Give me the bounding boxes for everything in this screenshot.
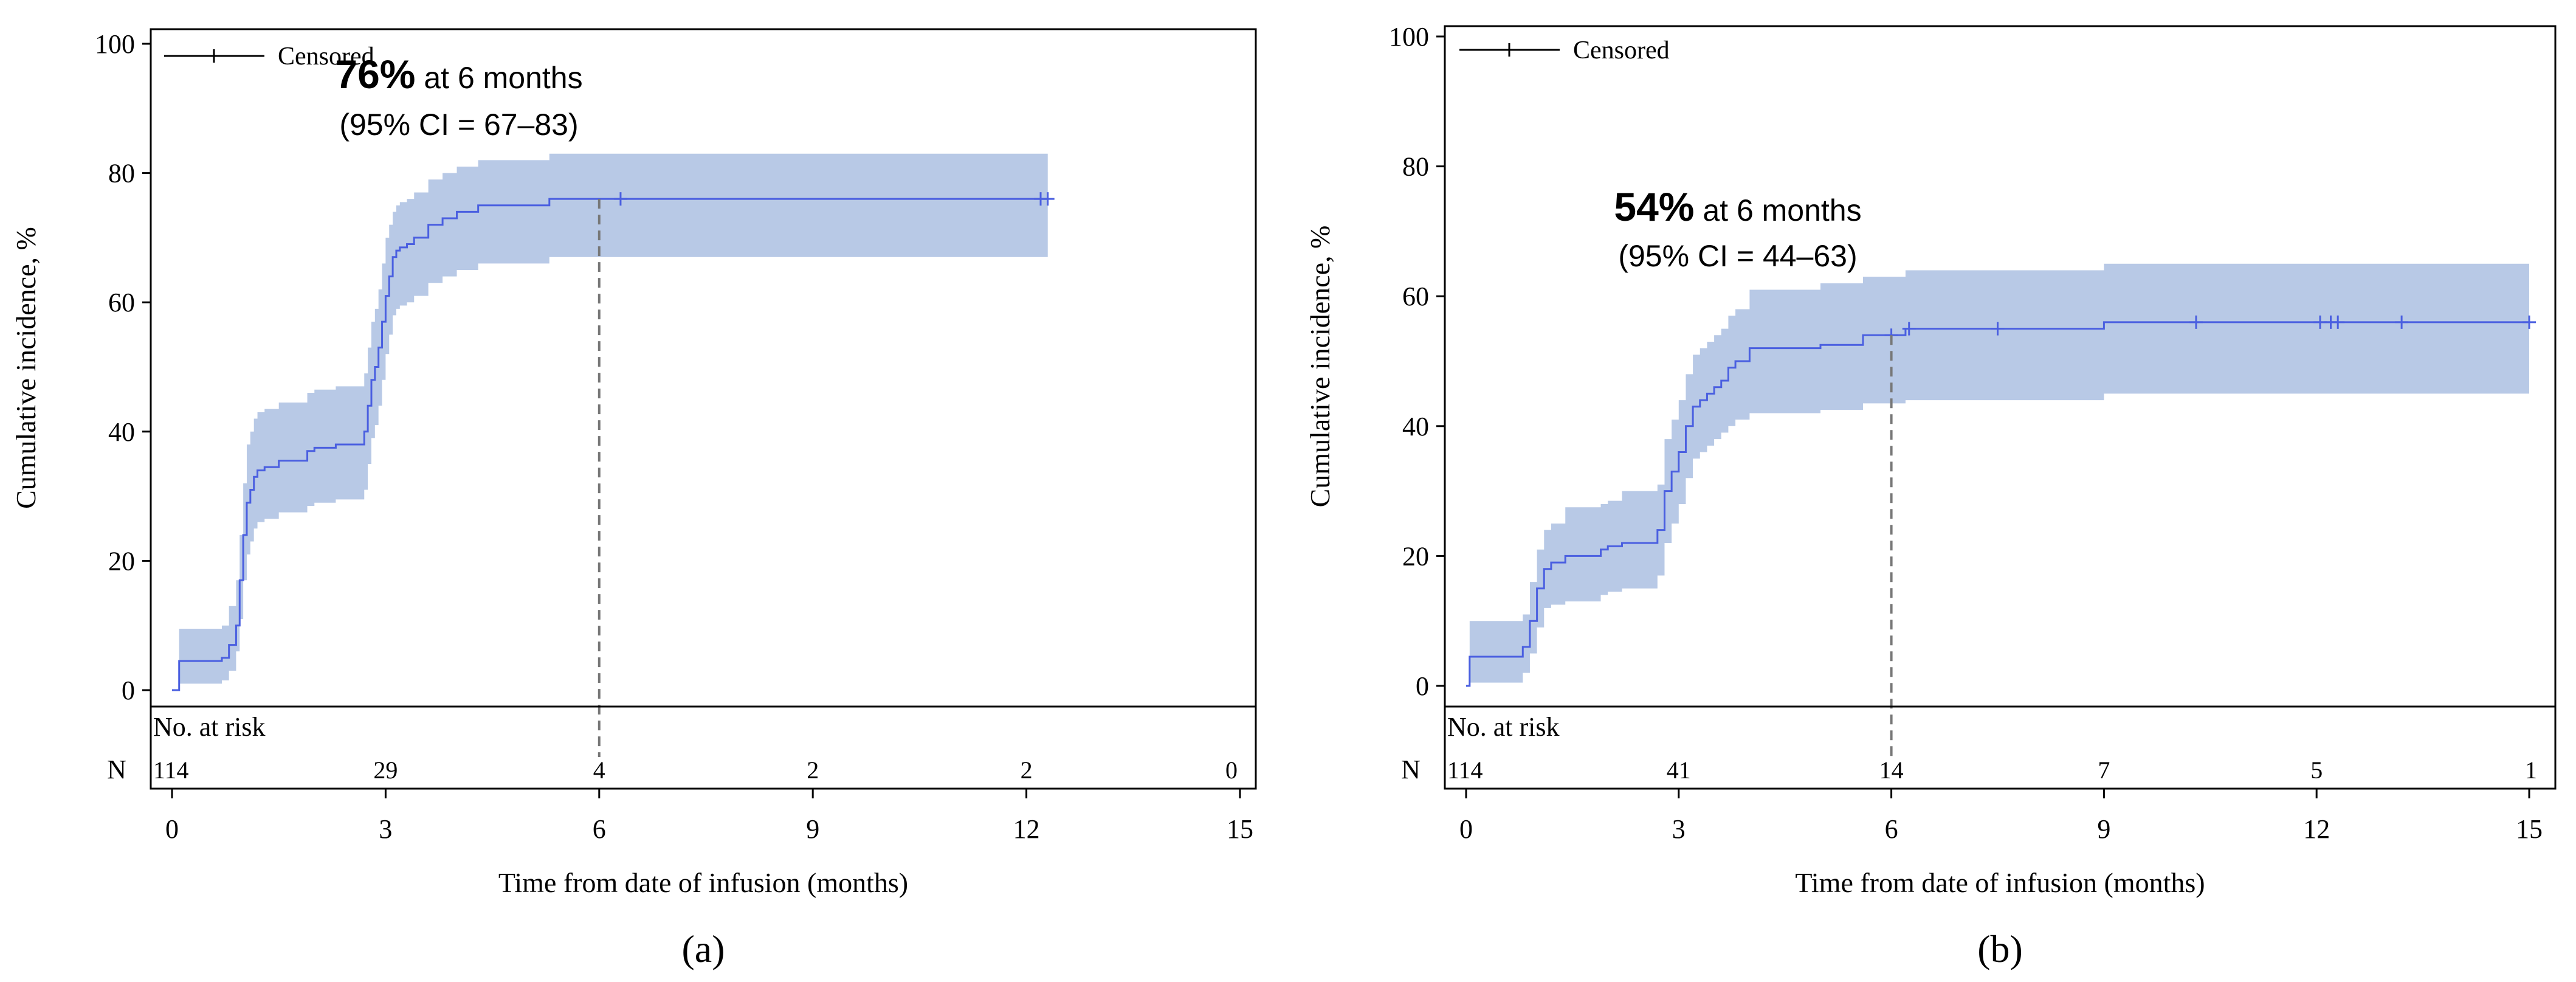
x-tick-label: 3 xyxy=(1672,814,1686,844)
x-tick-label: 15 xyxy=(1227,814,1253,844)
risk-count: 2 xyxy=(1021,756,1033,784)
risk-count: 29 xyxy=(373,756,398,784)
annotation-ci: (95% CI = 67–83) xyxy=(339,108,578,142)
risk-count: 14 xyxy=(1879,756,1904,784)
y-tick-label: 20 xyxy=(1402,541,1429,571)
annotation-value: 76% xyxy=(335,52,415,97)
legend-label: Censored xyxy=(1573,36,1670,64)
y-tick-label: 100 xyxy=(1389,22,1429,52)
y-tick-label: 20 xyxy=(108,546,135,576)
x-tick-label: 9 xyxy=(806,814,819,844)
y-tick-label: 40 xyxy=(1402,412,1429,441)
confidence-band xyxy=(1466,263,2529,686)
y-tick-label: 80 xyxy=(1402,152,1429,182)
risk-table-title: No. at risk xyxy=(153,712,266,742)
annotation-text: 54% at 6 months xyxy=(1614,184,1861,229)
risk-row-label: N xyxy=(107,755,126,784)
x-tick-label: 6 xyxy=(593,814,606,844)
x-tick-label: 0 xyxy=(165,814,179,844)
annotation-value: 54% xyxy=(1614,184,1694,229)
panel-label: (a) xyxy=(681,927,725,970)
legend-label: Censored xyxy=(278,43,374,71)
y-tick-label: 0 xyxy=(122,676,135,705)
plot-frame xyxy=(1444,25,2557,790)
panel-label: (b) xyxy=(1977,927,2023,970)
y-tick-label: 60 xyxy=(1402,282,1429,311)
risk-count: 4 xyxy=(593,756,605,784)
censored-marker xyxy=(1902,322,1916,336)
y-tick-label: 0 xyxy=(1416,671,1429,701)
censored-marker xyxy=(613,192,627,206)
x-axis-label: Time from date of infusion (months) xyxy=(498,867,908,898)
censored-marker xyxy=(2395,315,2409,329)
risk-count: 7 xyxy=(2098,756,2110,784)
x-axis-label: Time from date of infusion (months) xyxy=(1795,867,2205,898)
risk-count: 114 xyxy=(1447,756,1483,784)
annotation-label: at 6 months xyxy=(1694,193,1861,227)
incidence-line xyxy=(1466,321,2529,687)
censored-marker xyxy=(2331,315,2345,329)
risk-count: 41 xyxy=(1667,756,1691,784)
y-tick-label: 40 xyxy=(108,417,135,447)
x-tick-label: 12 xyxy=(1013,814,1040,844)
risk-count: 0 xyxy=(1225,756,1238,784)
censored-marker xyxy=(2189,315,2203,329)
y-tick-label: 60 xyxy=(108,288,135,317)
x-tick-label: 9 xyxy=(2097,814,2110,844)
panel-a: 0 20 40 60 80 100 0 3 6 9 12 15 Time from date of in… xyxy=(10,28,1257,970)
incidence-line xyxy=(172,198,1048,691)
y-tick-label: 80 xyxy=(108,159,135,188)
censored-marker xyxy=(1991,322,2005,336)
x-tick-label: 0 xyxy=(1459,814,1473,844)
x-tick-label: 3 xyxy=(379,814,392,844)
x-tick-label: 6 xyxy=(1885,814,1898,844)
risk-count: 114 xyxy=(153,756,189,784)
risk-count: 1 xyxy=(2525,756,2537,784)
risk-table-title: No. at risk xyxy=(1447,712,1560,742)
y-axis-label: Cumulative incidence, % xyxy=(10,227,41,509)
risk-row-label: N xyxy=(1401,755,1421,784)
risk-count: 2 xyxy=(807,756,819,784)
annotation-text: 76% at 6 months xyxy=(335,52,582,97)
annotation-label: at 6 months xyxy=(415,61,582,95)
y-tick-label: 100 xyxy=(95,29,135,59)
risk-count: 5 xyxy=(2310,756,2323,784)
panel-b: 0 20 40 60 80 100 0 3 6 9 12 15 Time from date of in… xyxy=(1288,0,2576,982)
confidence-band xyxy=(172,153,1048,690)
censored-marker xyxy=(1041,192,1055,206)
plot-frame xyxy=(150,28,1257,790)
y-axis-label: Cumulative incidence, % xyxy=(1304,226,1335,508)
x-tick-label: 15 xyxy=(2516,814,2543,844)
x-tick-label: 12 xyxy=(2303,814,2330,844)
censored-marker xyxy=(2523,315,2536,329)
annotation-ci: (95% CI = 44–63) xyxy=(1618,239,1857,273)
